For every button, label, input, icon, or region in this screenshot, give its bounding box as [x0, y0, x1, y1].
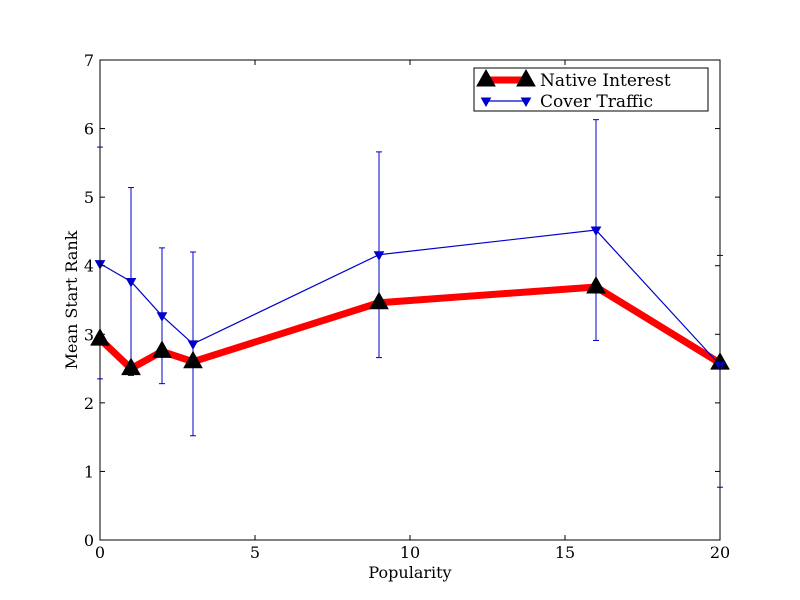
legend-cover-marker	[480, 97, 492, 108]
legend-native-marker	[516, 68, 536, 87]
x-tick-label: 10	[400, 543, 420, 562]
native-interest-point	[369, 291, 389, 310]
legend-cover-marker	[520, 97, 532, 108]
native-interest-point	[121, 357, 141, 376]
y-tick-label: 0	[84, 531, 94, 550]
y-tick-label: 3	[84, 325, 94, 344]
legend-box	[473, 67, 709, 112]
x-tick-label: 15	[555, 543, 575, 562]
y-tick-label: 6	[84, 120, 94, 139]
legend-cover-label: Cover Traffic	[540, 92, 653, 112]
cover-traffic-point	[187, 340, 199, 350]
y-axis-label: Mean Start Rank	[62, 230, 81, 369]
native-interest-point	[152, 340, 172, 358]
cover-traffic-point	[125, 277, 137, 288]
native-interest-point	[586, 275, 606, 294]
y-tick-label: 5	[84, 188, 94, 207]
x-axis-label: Popularity	[368, 563, 451, 582]
legend-native-marker	[476, 68, 496, 87]
native-interest-point	[183, 350, 203, 369]
y-tick-label: 2	[84, 394, 94, 413]
cover-traffic-point	[156, 312, 168, 322]
x-tick-label: 0	[95, 543, 105, 562]
y-tick-label: 4	[84, 257, 94, 276]
cover-traffic-point	[373, 251, 385, 261]
x-tick-label: 5	[250, 543, 260, 562]
legend-native-label: Native Interest	[540, 71, 671, 91]
y-tick-label: 7	[84, 51, 94, 70]
x-tick-label: 20	[710, 543, 730, 562]
y-tick-label: 1	[84, 462, 94, 481]
axes-layer: 0 5 10 15 20 0 1 2 3 4 5 6 7	[84, 51, 730, 562]
cover-traffic-point	[590, 226, 602, 237]
